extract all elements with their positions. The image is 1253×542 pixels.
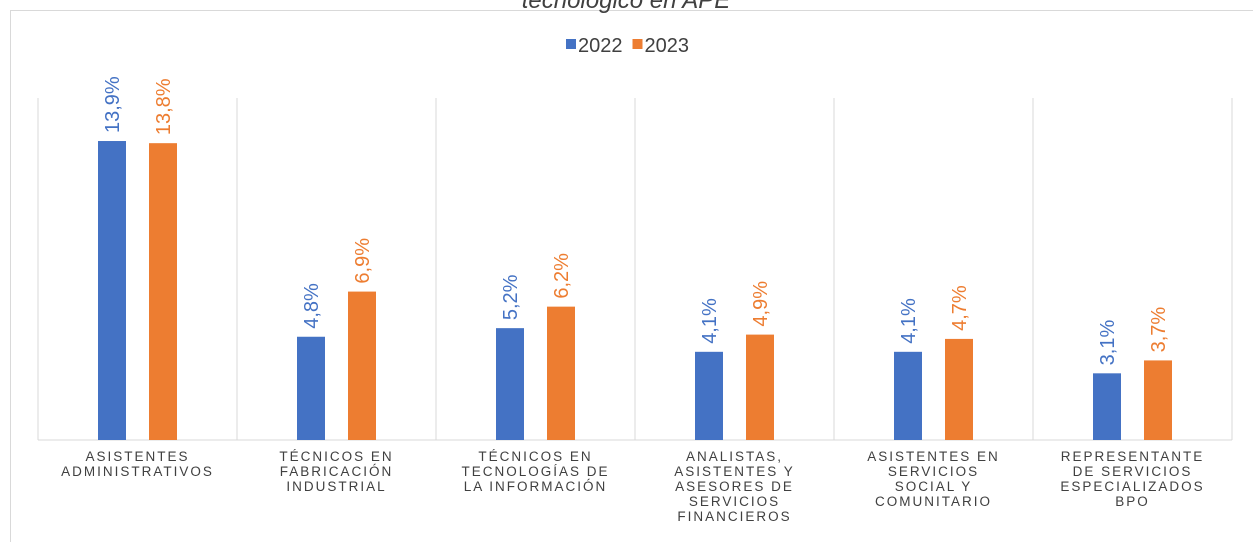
x-tick-label: ASISTENTES EN SERVICIOS SOCIAL Y COMUNITARI… [867,449,1000,509]
data-label: 4,8% [301,283,323,329]
bar [496,328,524,440]
bar [547,306,575,440]
legend-swatch [632,39,643,49]
bar [348,291,376,440]
data-label: 3,1% [1097,320,1119,366]
bar [945,338,973,440]
legend-label: 2022 [578,35,623,57]
data-label: 4,1% [898,298,920,344]
bar [695,351,723,440]
data-label: 4,1% [699,298,721,344]
bar [149,143,177,441]
x-tick-label: TÉCNICOS EN TECNOLOGÍAS DE LA INFORMACIÓN [461,449,609,494]
data-label: 5,2% [500,274,522,320]
data-label: 13,9% [102,76,124,133]
x-tick-label: ASISTENTES ADMINISTRATIVOS [61,449,214,479]
bar [1144,360,1172,440]
x-tick-label: TÉCNICOS EN FABRICACIÓN INDUSTRIAL [279,449,393,494]
x-tick-label: ANALISTAS, ASISTENTES Y ASESORES DE SERVICI… [674,449,795,524]
bar [98,141,126,441]
data-label: 3,7% [1148,307,1170,353]
data-label: 6,2% [551,253,573,299]
x-tick-label: REPRESENTANTE DE SERVICIOS ESPECIALIZADOS B… [1060,449,1204,509]
data-label: 4,7% [949,285,971,331]
legend-swatch [566,39,576,49]
legend-label: 2023 [645,35,690,57]
bar [1093,373,1121,440]
data-label: 4,9% [750,281,772,327]
chart-title: tecnológico en APE [522,0,732,14]
data-label: 6,9% [352,238,374,284]
bar [746,334,774,440]
bar [297,336,325,440]
bar [894,351,922,440]
chart-frame [10,10,1253,542]
data-label: 13,8% [153,78,175,135]
